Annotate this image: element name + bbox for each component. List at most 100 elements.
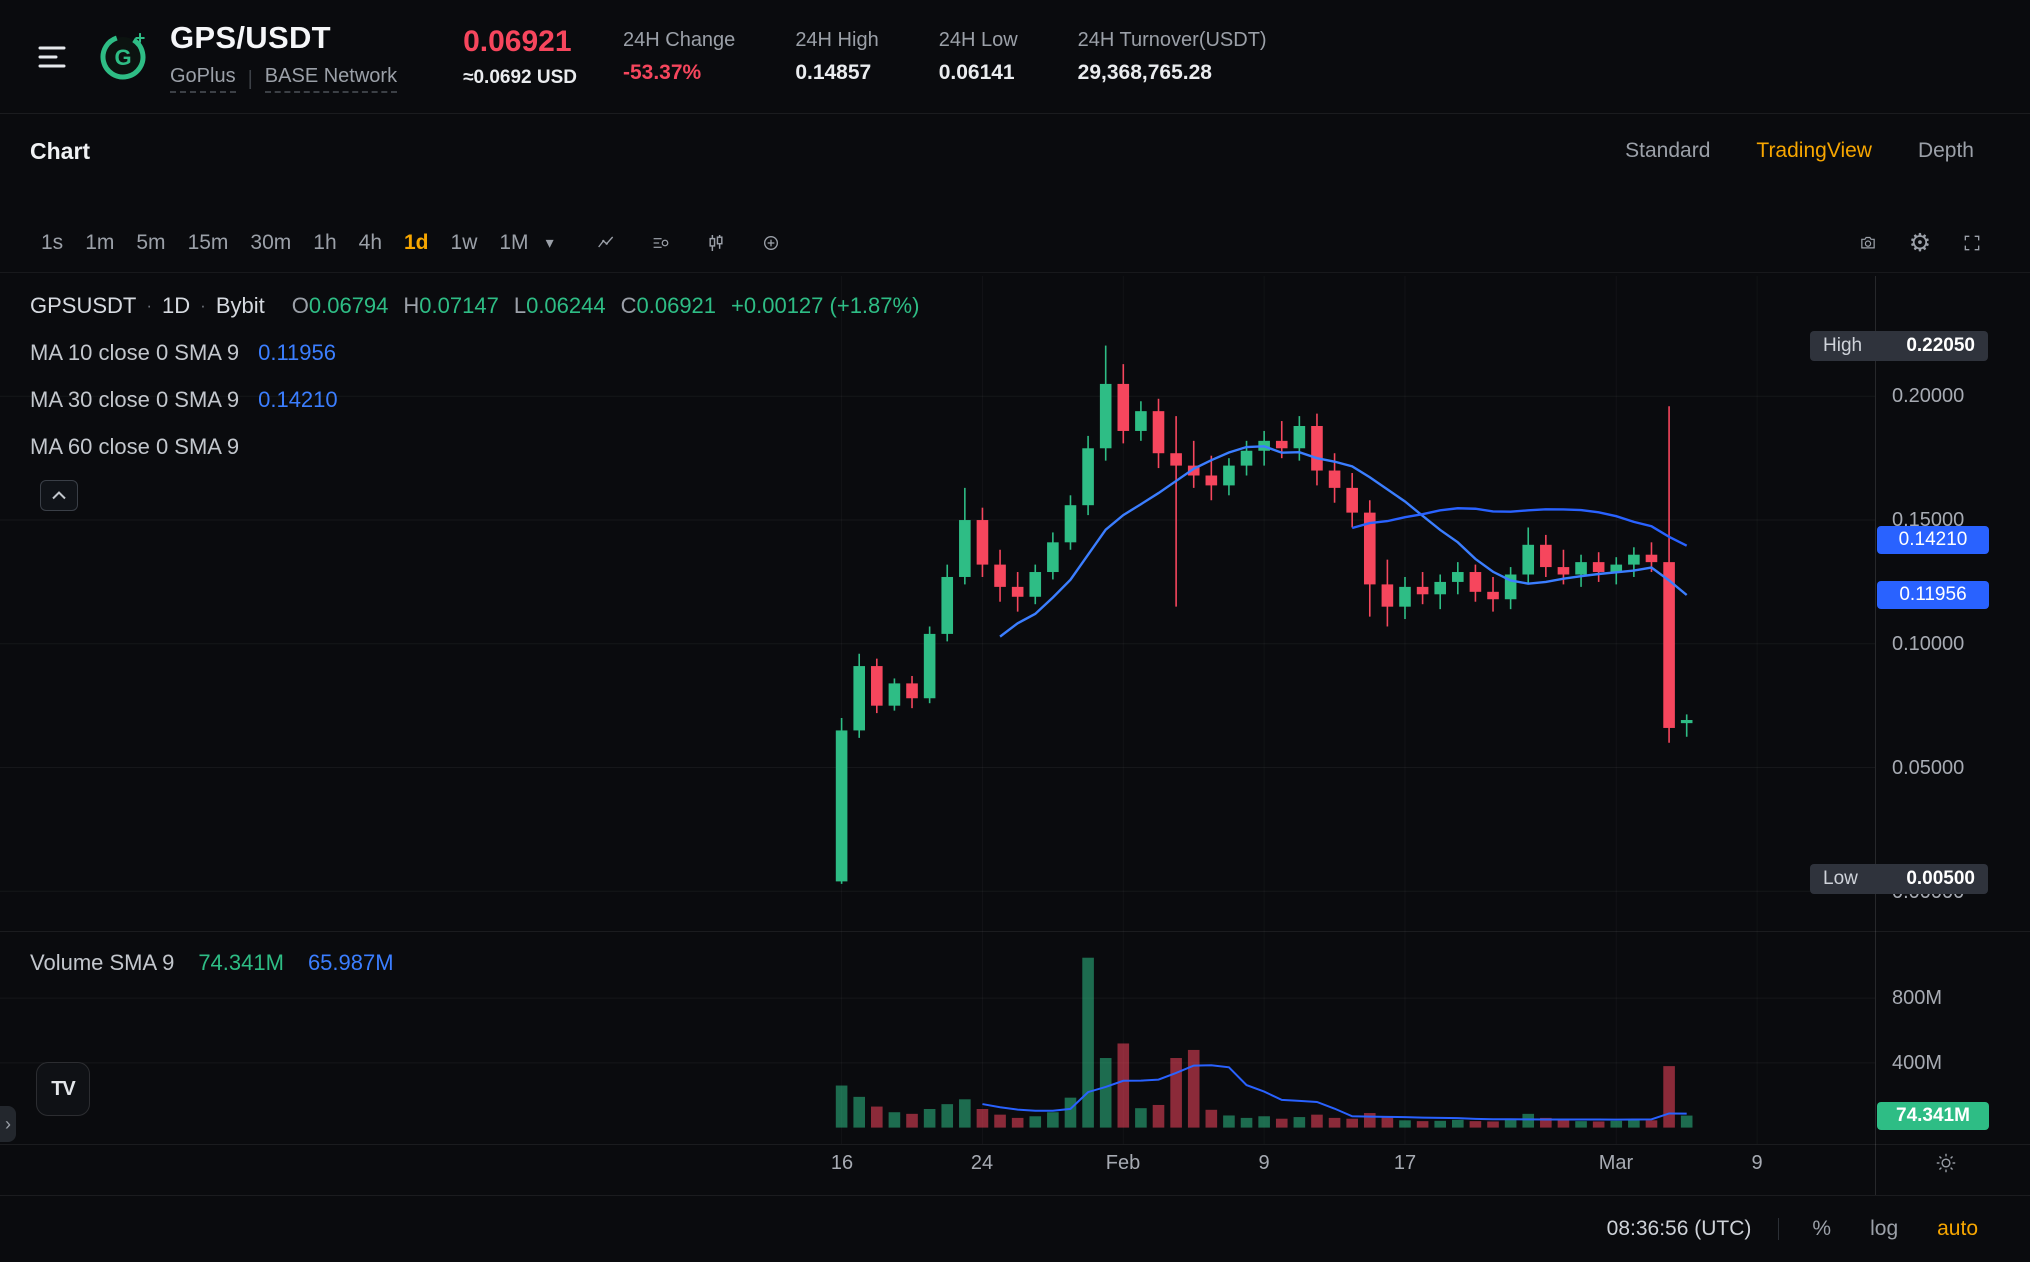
chart-panel-header: Chart Standard TradingView Depth	[30, 128, 1980, 174]
ma10-price-badge: 0.11956	[1877, 581, 1989, 609]
stat-label: 24H Turnover(USDT)	[1077, 28, 1267, 51]
market-stats: 24H Change -53.37% 24H High 0.14857 24H …	[623, 29, 1267, 85]
network-link[interactable]: BASE Network	[264, 65, 398, 93]
price-tick: 0.05000	[1892, 757, 1965, 779]
low-label: L	[513, 293, 527, 318]
stat-label: 24H Low	[938, 28, 1018, 51]
tab-tradingview[interactable]: TradingView	[1750, 138, 1878, 164]
candle-type-icon[interactable]	[702, 229, 730, 257]
tab-depth[interactable]: Depth	[1912, 138, 1980, 164]
svg-text:G: G	[114, 45, 131, 70]
high-price-badge: High 0.22050	[1810, 331, 1988, 361]
tab-standard[interactable]: Standard	[1619, 138, 1716, 164]
menu-icon[interactable]	[30, 34, 76, 80]
interval-toolbar: 1s 1m 5m 15m 30m 1h 4h 1d 1w 1M ▾	[30, 216, 785, 270]
log-scale-button[interactable]: log	[1864, 1216, 1904, 1242]
time-tick: Mar	[1598, 1152, 1634, 1174]
legend-interval: 1D	[162, 293, 191, 318]
legend-symbol-row[interactable]: GPSUSDT · 1D · Bybit O 0.06794 H 0.07147 L…	[30, 292, 919, 320]
footer-divider-bar	[1778, 1218, 1780, 1240]
legend-dot: ·	[146, 296, 153, 315]
stat-value: 0.14857	[795, 60, 872, 84]
volume-value: 74.341M	[198, 950, 284, 975]
compare-icon[interactable]	[757, 229, 785, 257]
volume-tick: 400M	[1892, 1052, 1943, 1074]
fullscreen-icon[interactable]	[1958, 229, 1986, 257]
ma30-value: 0.14210	[258, 387, 338, 412]
low-value: 0.06244	[526, 293, 606, 318]
interval-1m[interactable]: 1m	[74, 226, 125, 260]
high-value: 0.07147	[419, 293, 499, 318]
utc-clock[interactable]: 08:36:56 (UTC)	[1606, 1217, 1752, 1240]
interval-5m[interactable]: 5m	[125, 226, 176, 260]
toolbar-divider	[0, 272, 2030, 273]
legend-collapse-button[interactable]	[40, 480, 78, 511]
interval-dropdown-caret-icon[interactable]: ▾	[540, 229, 560, 257]
time-tick: 9	[1258, 1152, 1270, 1174]
interval-15m[interactable]: 15m	[177, 226, 240, 260]
time-tick: Feb	[1105, 1152, 1141, 1174]
ma10-value: 0.11956	[258, 340, 337, 365]
interval-1s[interactable]: 1s	[30, 226, 74, 260]
time-tick: 16	[830, 1152, 854, 1174]
volume-tick: 800M	[1892, 987, 1943, 1009]
panel-expander[interactable]: ›	[0, 1106, 16, 1142]
auto-scale-button[interactable]: auto	[1931, 1216, 1984, 1242]
close-label: C	[620, 293, 637, 318]
price-tick: 0.20000	[1892, 385, 1965, 407]
page-title: Chart	[30, 137, 91, 164]
low-price-badge: Low 0.00500	[1810, 864, 1988, 894]
pane-divider[interactable]	[0, 931, 2030, 932]
candlestick-chart[interactable]	[0, 265, 2030, 1150]
gear-icon: ⚙	[1908, 228, 1932, 257]
high-badge-label: High	[1823, 335, 1863, 356]
line-style-icon[interactable]	[592, 229, 620, 257]
high-badge-value: 0.22050	[1906, 335, 1975, 356]
time-tick: 9	[1751, 1152, 1763, 1174]
interval-30m[interactable]: 30m	[239, 226, 302, 260]
indicators-icon[interactable]	[647, 229, 675, 257]
pair-subtitle: GoPlus | BASE Network	[170, 65, 398, 93]
low-badge-label: Low	[1823, 868, 1858, 889]
volume-badge: 74.341M	[1877, 1102, 1989, 1130]
stat-value: -53.37%	[623, 60, 702, 84]
ma30-label: MA 30 close 0 SMA 9	[30, 387, 240, 412]
header: G + GPS/USDT GoPlus | BASE Network 0.069…	[0, 0, 2030, 113]
settings-gear-icon[interactable]: ⚙	[1906, 229, 1934, 257]
open-label: O	[291, 293, 309, 318]
chart-tool-icons	[592, 229, 785, 257]
time-tick: 24	[970, 1152, 994, 1174]
close-value: 0.06921	[636, 293, 717, 318]
volume-legend[interactable]: Volume SMA 9 74.341M 65.987M	[30, 950, 394, 976]
volume-label: Volume SMA 9	[30, 950, 175, 975]
open-value: 0.06794	[308, 293, 389, 318]
subtitle-separator: |	[247, 67, 253, 90]
percent-scale-button[interactable]: %	[1806, 1216, 1837, 1242]
legend-dot: ·	[200, 296, 206, 315]
header-divider	[0, 113, 2030, 114]
axis-settings-sun-icon[interactable]	[1930, 1147, 1962, 1179]
low-badge-value: 0.00500	[1906, 868, 1975, 889]
ma10-row[interactable]: MA 10 close 0 SMA 9 0.11956	[30, 339, 919, 367]
stat-24h-high: 24H High 0.14857	[795, 29, 878, 85]
high-label: H	[403, 293, 420, 318]
interval-4h[interactable]: 4h	[348, 226, 393, 260]
camera-icon[interactable]	[1854, 229, 1882, 257]
svg-text:+: +	[135, 30, 146, 48]
price-tick: 0.10000	[1892, 633, 1965, 655]
chart-footer: 08:36:56 (UTC) % log auto	[0, 1196, 2030, 1262]
ma60-row[interactable]: MA 60 close 0 SMA 9	[30, 433, 919, 461]
ma30-row[interactable]: MA 30 close 0 SMA 9 0.14210	[30, 386, 919, 414]
interval-1w[interactable]: 1w	[440, 226, 489, 260]
token-name-link[interactable]: GoPlus	[170, 65, 236, 93]
interval-1d[interactable]: 1d	[393, 226, 440, 260]
goplus-logo-icon: G +	[96, 28, 150, 84]
last-price: 0.06921	[463, 24, 572, 58]
change-value: +0.00127 (+1.87%)	[731, 293, 920, 318]
interval-1h[interactable]: 1h	[302, 226, 347, 260]
time-tick: 17	[1393, 1152, 1417, 1174]
interval-1M[interactable]: 1M	[488, 226, 539, 260]
tradingview-logo[interactable]: TV	[36, 1062, 90, 1116]
ma10-label: MA 10 close 0 SMA 9	[30, 340, 240, 365]
price-block: 0.06921 ≈0.0692 USD	[463, 25, 577, 89]
